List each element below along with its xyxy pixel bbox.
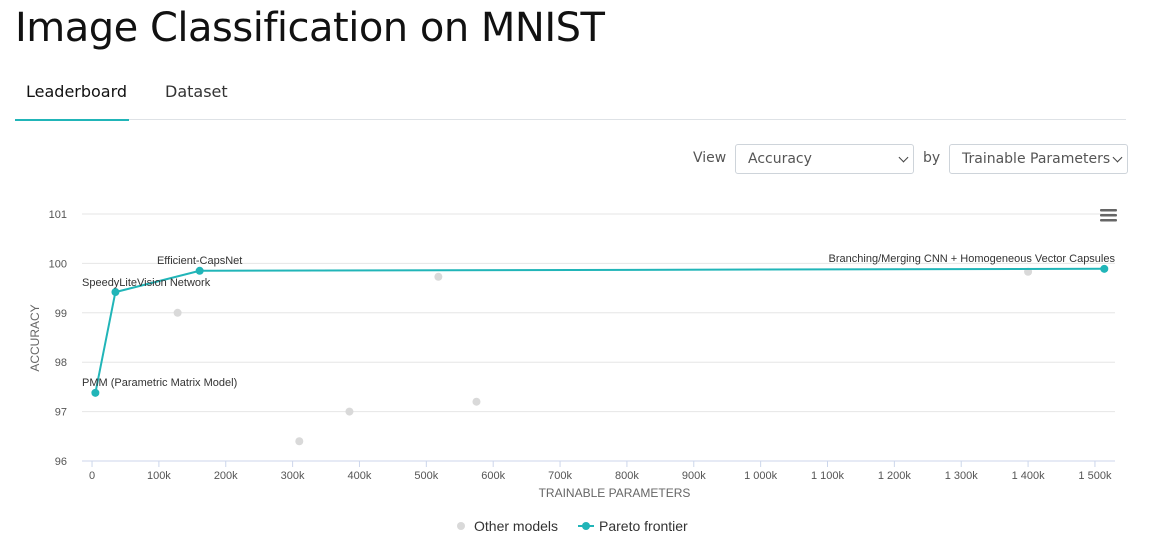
x-tick-label: 0 bbox=[89, 470, 95, 482]
legend-pareto-marker bbox=[582, 522, 590, 530]
x-tick-label: 1 500k bbox=[1078, 470, 1112, 482]
by-label: by bbox=[923, 150, 941, 166]
x-tick-label: 1 100k bbox=[811, 470, 845, 482]
x-tick-label: 1 400k bbox=[1012, 470, 1046, 482]
chevron-down-icon bbox=[898, 152, 909, 163]
legend-pareto-label: Pareto frontier bbox=[599, 518, 688, 534]
x-tick-label: 100k bbox=[147, 470, 171, 482]
pareto-point[interactable] bbox=[91, 388, 100, 397]
pareto-point[interactable] bbox=[195, 266, 204, 275]
x-tick-label: 800k bbox=[615, 470, 639, 482]
x-tick-label: 400k bbox=[348, 470, 372, 482]
other-model-point[interactable] bbox=[345, 407, 354, 416]
legend-other-label: Other models bbox=[474, 518, 558, 534]
x-tick-label: 1 000k bbox=[744, 470, 778, 482]
metric-select-value: Accuracy bbox=[748, 151, 812, 167]
pareto-point-label: Branching/Merging CNN + Homogeneous Vect… bbox=[829, 253, 1116, 265]
pareto-point-label: Efficient-CapsNet bbox=[157, 255, 242, 267]
other-model-point[interactable] bbox=[472, 397, 481, 406]
pareto-point-label: SpeedyLiteVision Network bbox=[82, 277, 211, 289]
x-axis-title: TRAINABLE PARAMETERS bbox=[539, 486, 691, 500]
pareto-point-label: PMM (Parametric Matrix Model) bbox=[82, 377, 237, 389]
metric-select[interactable]: Accuracy bbox=[735, 144, 914, 174]
x-axis-select-value: Trainable Parameters bbox=[962, 151, 1111, 167]
other-model-point[interactable] bbox=[434, 272, 443, 281]
pareto-point[interactable] bbox=[111, 288, 120, 297]
y-tick-label: 100 bbox=[49, 258, 67, 270]
pareto-frontier-line bbox=[94, 267, 1105, 393]
y-tick-label: 97 bbox=[55, 407, 67, 419]
x-tick-label: 500k bbox=[414, 470, 438, 482]
y-tick-label: 96 bbox=[55, 456, 67, 468]
tab-bar: Leaderboard Dataset bbox=[15, 72, 1126, 121]
leaderboard-chart: 96 97 98 99 100 101 0 100k 200k 300k 400k 500k 600k 7… bbox=[28, 209, 1117, 534]
x-tick-label: 1 300k bbox=[945, 470, 979, 482]
hamburger-menu-icon[interactable] bbox=[1100, 209, 1117, 212]
x-tick-label: 900k bbox=[682, 470, 706, 482]
x-tick-label: 700k bbox=[548, 470, 572, 482]
other-model-point[interactable] bbox=[295, 437, 304, 446]
y-axis-title: ACCURACY bbox=[28, 304, 42, 371]
hamburger-menu-icon[interactable] bbox=[1100, 219, 1117, 222]
x-tick-label: 200k bbox=[214, 470, 238, 482]
hamburger-menu-icon[interactable] bbox=[1100, 214, 1117, 217]
other-model-point[interactable] bbox=[173, 308, 182, 317]
x-tick-label: 300k bbox=[281, 470, 305, 482]
x-tick-label: 1 200k bbox=[878, 470, 912, 482]
tab-dataset[interactable]: Dataset bbox=[165, 82, 228, 101]
page-title: Image Classification on MNIST bbox=[15, 5, 605, 51]
y-tick-label: 98 bbox=[55, 357, 67, 369]
x-tick-label: 600k bbox=[481, 470, 505, 482]
chevron-down-icon bbox=[1112, 152, 1123, 163]
tab-leaderboard[interactable]: Leaderboard bbox=[15, 72, 129, 121]
x-axis-select[interactable]: Trainable Parameters bbox=[949, 144, 1128, 174]
view-label: View bbox=[693, 150, 727, 166]
y-tick-label: 101 bbox=[49, 209, 67, 221]
legend-other-marker bbox=[457, 522, 465, 530]
y-tick-label: 99 bbox=[55, 308, 67, 320]
pareto-point[interactable] bbox=[1100, 264, 1109, 273]
